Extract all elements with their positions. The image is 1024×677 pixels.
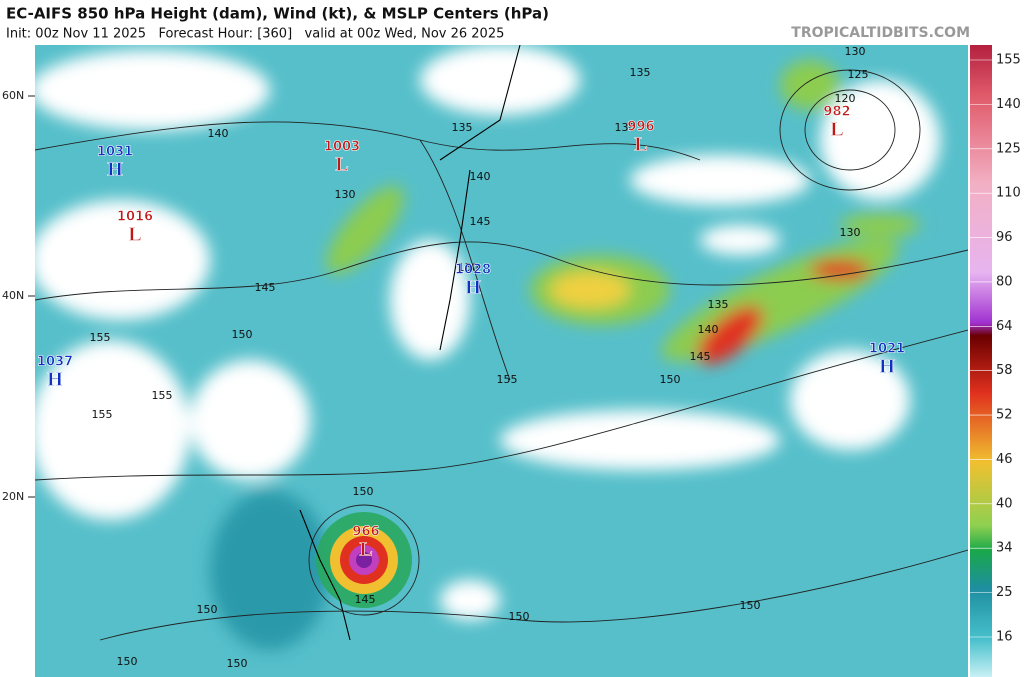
- map: [35, 45, 968, 677]
- contour-label: 130: [840, 226, 861, 239]
- subtitle: Init: 00z Nov 11 2025 Forecast Hour: [36…: [6, 27, 504, 42]
- pressure-symbol: H: [879, 356, 895, 378]
- colorbar-label: 52: [996, 408, 1013, 423]
- contour-label: 150: [117, 655, 138, 668]
- contour-label: 150: [458, 261, 479, 274]
- pressure-symbol: L: [634, 134, 647, 156]
- pressure-value: 1028: [455, 263, 491, 278]
- colorbar-label: 16: [996, 630, 1013, 645]
- colorbar-label: 58: [996, 363, 1013, 378]
- colorbar-label: 96: [996, 230, 1013, 245]
- contour-label: 130: [845, 45, 866, 58]
- colorbar-label: 110: [996, 186, 1021, 201]
- contour-label: 145: [690, 350, 711, 363]
- contour-label: 150: [740, 599, 761, 612]
- colorbar: [970, 45, 992, 677]
- colorbar-label: 64: [996, 319, 1013, 334]
- contour-label: 150: [232, 328, 253, 341]
- colorbar-label: 80: [996, 274, 1013, 289]
- contour-label: 140: [698, 323, 719, 336]
- colorbar-label: 140: [996, 97, 1021, 112]
- pressure-value: 982: [823, 105, 850, 120]
- contour-label: 155: [90, 331, 111, 344]
- pressure-symbol: L: [128, 224, 141, 246]
- latitude-label: 40N: [2, 289, 24, 302]
- contour-label: 145: [255, 281, 276, 294]
- colorbar-label: 155: [996, 53, 1021, 68]
- contour-label: 120: [835, 92, 856, 105]
- contour-label: 155: [152, 389, 173, 402]
- pressure-symbol: L: [359, 539, 372, 561]
- pressure-symbol: L: [830, 119, 843, 141]
- pressure-symbol: H: [107, 159, 123, 181]
- contour-label: 150: [353, 485, 374, 498]
- colorbar-label: 40: [996, 496, 1013, 511]
- contour-label: 150: [509, 610, 530, 623]
- pressure-value: 1016: [117, 210, 153, 225]
- latitude-label: 60N: [2, 89, 24, 102]
- contour-label: 140: [208, 127, 229, 140]
- contour-label: 135: [708, 298, 729, 311]
- pressure-symbol: L: [335, 154, 348, 176]
- contour-label: 145: [355, 593, 376, 606]
- colorbar-label: 25: [996, 585, 1013, 600]
- pressure-symbol: H: [465, 277, 481, 299]
- title: EC-AIFS 850 hPa Height (dam), Wind (kt),…: [6, 5, 549, 23]
- watermark: TROPICALTIDBITS.COM: [791, 25, 970, 41]
- contour-label: 140: [470, 170, 491, 183]
- contour-label: 150: [197, 603, 218, 616]
- contour-label: 135: [452, 121, 473, 134]
- contour-label: 155: [497, 373, 518, 386]
- contour-label: 155: [92, 408, 113, 421]
- pressure-value: 1037: [37, 355, 73, 370]
- pressure-value: 996: [627, 120, 654, 135]
- pressure-value: 1031: [97, 145, 133, 160]
- latitude-label: 20N: [2, 490, 24, 503]
- colorbar-label: 125: [996, 141, 1021, 156]
- pressure-value: 1003: [324, 140, 360, 155]
- contour-label: 125: [848, 68, 869, 81]
- contour-label: 135: [630, 66, 651, 79]
- pressure-value: 1021: [869, 342, 905, 357]
- contour-label: 145: [470, 215, 491, 228]
- colorbar-label: 34: [996, 541, 1013, 556]
- contour-label: 150: [660, 373, 681, 386]
- pressure-value: 966: [352, 525, 379, 540]
- contour-label: 150: [227, 657, 248, 670]
- contour-label: 130: [615, 121, 636, 134]
- colorbar-label: 46: [996, 452, 1013, 467]
- pressure-symbol: H: [47, 369, 63, 391]
- contour-label: 130: [335, 188, 356, 201]
